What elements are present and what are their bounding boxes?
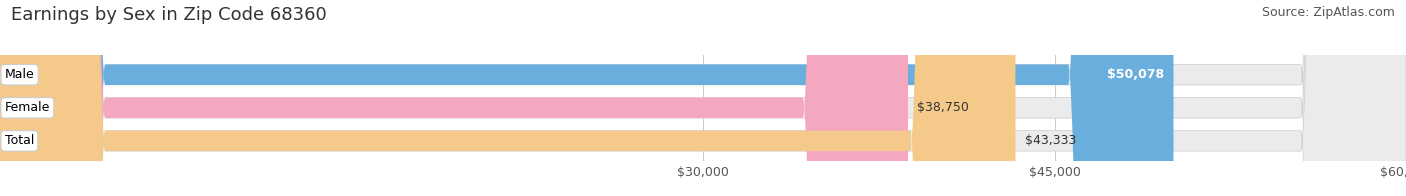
Text: Source: ZipAtlas.com: Source: ZipAtlas.com <box>1261 6 1395 19</box>
FancyBboxPatch shape <box>0 0 1015 196</box>
Text: Female: Female <box>4 101 51 114</box>
FancyBboxPatch shape <box>0 0 908 196</box>
Text: Total: Total <box>4 134 34 147</box>
Text: Male: Male <box>4 68 34 81</box>
FancyBboxPatch shape <box>0 0 1174 196</box>
Text: $38,750: $38,750 <box>917 101 969 114</box>
Text: Earnings by Sex in Zip Code 68360: Earnings by Sex in Zip Code 68360 <box>11 6 328 24</box>
Text: $50,078: $50,078 <box>1107 68 1164 81</box>
Text: $43,333: $43,333 <box>1025 134 1076 147</box>
